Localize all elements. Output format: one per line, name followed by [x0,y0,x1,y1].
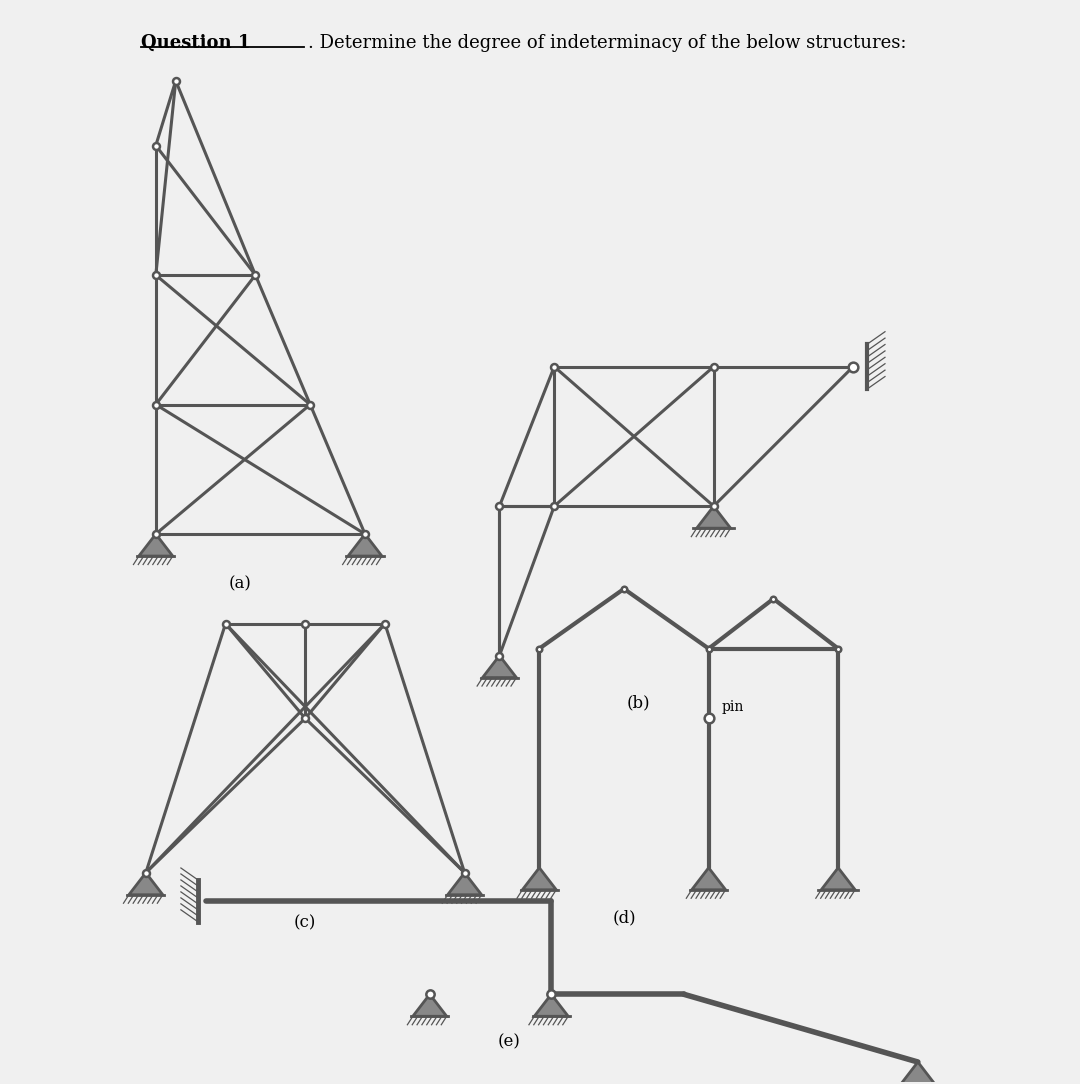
Text: (d): (d) [612,909,636,927]
Text: . Determine the degree of indeterminacy of the below structures:: . Determine the degree of indeterminacy … [308,34,907,52]
Polygon shape [523,868,556,890]
Text: (b): (b) [627,695,651,711]
Text: Question 1: Question 1 [140,34,251,52]
Polygon shape [448,873,482,894]
Text: (c): (c) [294,915,316,931]
Polygon shape [697,506,730,528]
Polygon shape [821,868,855,890]
Polygon shape [139,534,173,556]
Polygon shape [129,873,163,894]
Polygon shape [348,534,382,556]
Polygon shape [483,656,516,678]
Polygon shape [691,868,726,890]
Polygon shape [413,994,447,1017]
Text: (e): (e) [498,1033,521,1050]
Polygon shape [901,1062,935,1084]
Text: pin: pin [721,700,744,714]
Text: (a): (a) [229,576,252,593]
Polygon shape [535,994,568,1017]
